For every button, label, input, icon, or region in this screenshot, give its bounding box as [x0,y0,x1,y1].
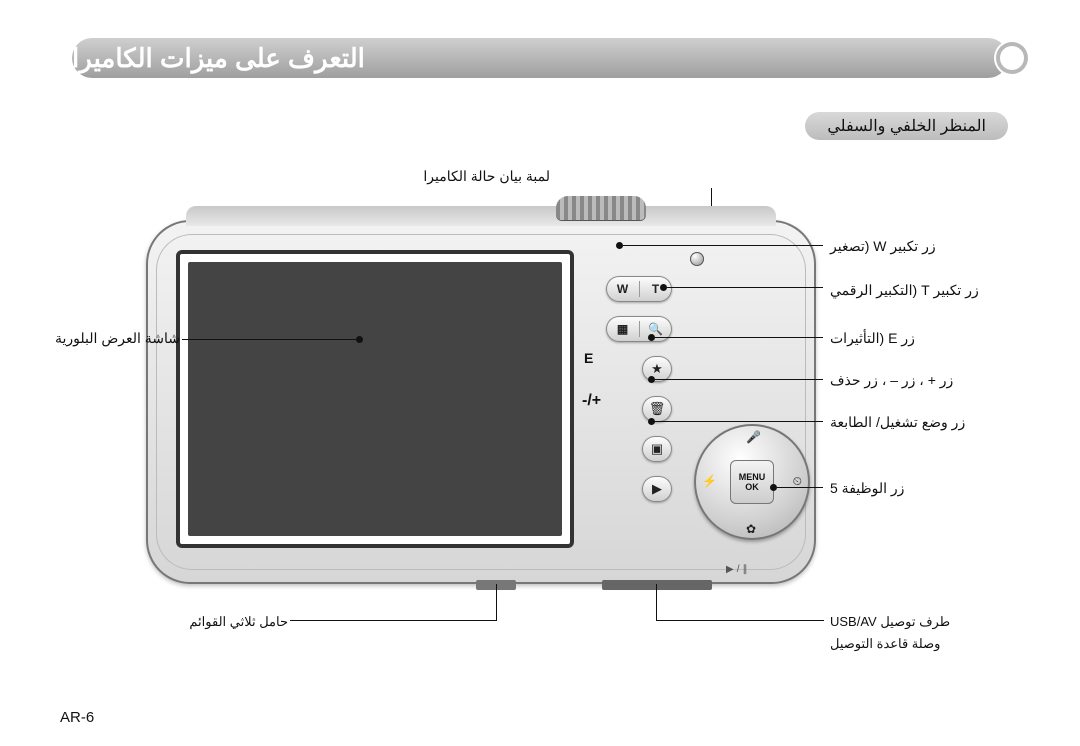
lead-lcd [182,339,356,340]
thumb-icon: ▦ [606,322,639,336]
lead-func5 [777,487,823,488]
lcd-screen [176,250,574,548]
mode-dial [556,196,646,220]
lead-play [655,421,823,422]
label-func5: زر الوظيفة 5 [830,480,904,497]
lead-usb-h [656,620,824,621]
dot-play [648,418,655,425]
label-play-print: زر وضع تشغيل/ الطابعة [830,414,965,431]
page-number: AR-6 [60,709,94,726]
lead-tripod-v [496,584,497,620]
magnify-icon: 🔍 [639,322,672,336]
flash-icon: ⚡ [702,474,717,488]
camera-body: W T ▦ 🔍 ★ 🗑 ▣ ▶ E +/- MENU OK 🎤 ⚡ [146,220,816,584]
camera-top-ridge [186,206,776,226]
lead-e [655,337,823,338]
delete-button: 🗑 [642,396,672,422]
subheader-pill: المنظر الخلفي والسفلي [805,112,1008,140]
e-side-label: E [584,350,593,366]
status-led [690,252,704,266]
plusminus-side-label: +/- [582,392,601,410]
label-zoom-w: زر تكبير W (تصغير [830,238,936,255]
lead-zoom-t [667,287,823,288]
e-icon: ★ [651,361,663,377]
dot-lcd [356,336,363,343]
lead-zoom-w [623,245,823,246]
dot-e [648,334,655,341]
menu-ok-button: MENU OK [730,460,774,504]
label-plus-minus-delete: زر + ، زر – ، زر حذف [830,372,953,389]
thumb-search-rocker: ▦ 🔍 [606,316,672,342]
label-tripod: حامل ثلاثي القوائم [189,614,288,630]
quickview-button: ▣ [642,436,672,462]
label-usb-av: طرف توصيل USB/AV [830,614,950,630]
play-pause-glyph: ▶/∥ [726,564,750,575]
zoom-sep [639,281,640,297]
dot-zoom-t [660,284,667,291]
label-cradle: وصلة قاعدة التوصيل [830,636,940,652]
lead-tripod-h [290,620,497,621]
mic-icon: 🎤 [746,430,761,444]
page-header: التعرف على ميزات الكاميرا [0,38,1080,84]
subheader-title: المنظر الخلفي والسفلي [827,116,986,136]
cradle-contacts [602,580,712,590]
dot-del [648,376,655,383]
menu-label: MENU [739,472,766,482]
zoom-w-button: W [606,282,639,296]
label-lcd: شاشة العرض البلورية [55,330,180,347]
zoom-t-button: T [639,282,672,296]
trash-icon: 🗑 [649,401,666,417]
header-pill: التعرف على ميزات الكاميرا [72,38,1008,78]
dot-func5 [770,484,777,491]
header-bullet [996,42,1028,74]
lcd-inner [188,262,562,536]
play-print-button: ▶ [642,476,672,502]
dot-zoom-w [616,242,623,249]
label-zoom-t: زر تكبير T (التكبير الرقمي [830,282,979,299]
label-status-led: لمبة بيان حالة الكاميرا [423,168,550,185]
lead-del [655,379,823,380]
five-way-controller: MENU OK 🎤 ⚡ ⏲ ✿ [694,424,810,540]
label-e: زر E (التأثيرات [830,330,915,347]
play-icon: ▶ [652,481,662,497]
ok-label: OK [745,482,759,492]
macro-icon: ✿ [746,522,756,536]
header-title: التعرف على ميزات الكاميرا [72,43,365,74]
right-button-column: W T ▦ 🔍 ★ 🗑 ▣ ▶ [598,276,672,516]
qv-icon: ▣ [651,441,663,457]
lead-usb-v [656,584,657,620]
